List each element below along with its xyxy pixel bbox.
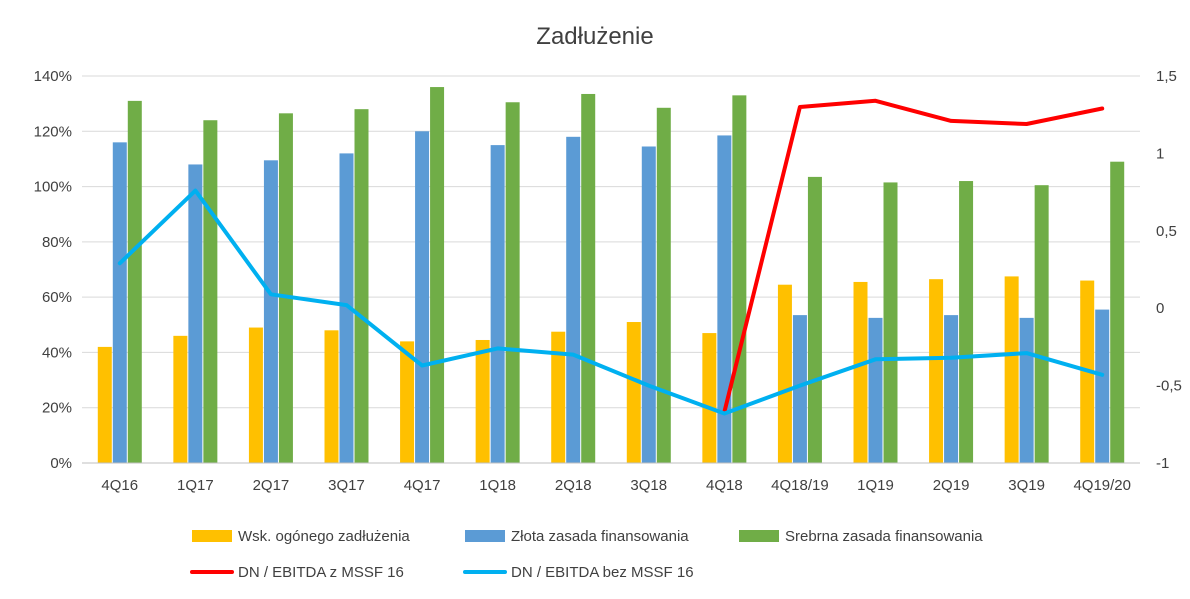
bar <box>1019 317 1034 463</box>
bar <box>853 281 868 463</box>
bar <box>490 145 505 463</box>
bar <box>430 87 445 464</box>
bar <box>97 346 112 463</box>
bar <box>112 142 127 464</box>
bar <box>278 113 293 463</box>
bar <box>263 160 278 463</box>
bar <box>959 181 974 464</box>
bar <box>551 331 566 463</box>
y-right-tick-label: 0 <box>1156 300 1164 317</box>
bar <box>188 164 203 463</box>
bar <box>1110 161 1125 463</box>
legend-label: Złota zasada finansowania <box>511 528 689 545</box>
x-tick-label: 3Q18 <box>630 477 667 494</box>
x-tick-label: 4Q18 <box>706 477 743 494</box>
x-tick-label: 4Q19/20 <box>1073 477 1131 494</box>
series-line <box>117 188 1105 416</box>
bar <box>792 315 807 463</box>
x-tick-label: 2Q18 <box>555 477 592 494</box>
bar <box>656 107 671 464</box>
x-tick-label: 1Q19 <box>857 477 894 494</box>
bar <box>581 93 596 463</box>
legend: Wsk. ogónego zadłużenia Złota zasada fina… <box>190 528 983 581</box>
x-tick-label: 4Q18/19 <box>771 477 829 494</box>
y-right-tick-label: -1 <box>1156 455 1169 472</box>
bar <box>777 284 792 463</box>
y-left-tick-label: 60% <box>42 289 72 306</box>
bar <box>354 109 369 464</box>
bar <box>324 330 339 463</box>
bar <box>807 176 822 463</box>
legend-label: DN / EBITDA z MSSF 16 <box>238 564 404 581</box>
x-tick-label: 2Q19 <box>933 477 970 494</box>
y-left-tick-label: 100% <box>34 179 72 196</box>
bar <box>883 182 898 464</box>
bar <box>1004 276 1019 463</box>
x-tick-label: 3Q17 <box>328 477 365 494</box>
legend-swatch <box>465 530 505 542</box>
bar <box>641 146 656 463</box>
x-tick-label: 3Q19 <box>1008 477 1045 494</box>
bar <box>717 135 732 464</box>
y-axis-left: 0% 20% 40% 60% 80% 100% 120% 140% <box>34 68 72 472</box>
y-right-tick-label: 0,5 <box>1156 223 1177 240</box>
x-tick-label: 4Q16 <box>101 477 138 494</box>
gridlines <box>82 75 1140 464</box>
chart-title: Zadłużenie <box>536 23 653 50</box>
y-right-tick-label: 1,5 <box>1156 68 1177 85</box>
bar <box>702 333 717 463</box>
bar <box>415 131 430 464</box>
y-left-tick-label: 120% <box>34 123 72 140</box>
bar <box>400 341 415 463</box>
y-left-tick-label: 80% <box>42 234 72 251</box>
y-left-tick-label: 0% <box>50 455 72 472</box>
bar <box>566 136 581 464</box>
bar <box>505 102 520 463</box>
x-tick-label: 1Q17 <box>177 477 214 494</box>
y-left-tick-label: 140% <box>34 68 72 85</box>
bar <box>173 335 188 463</box>
bar <box>475 339 490 463</box>
bar <box>339 153 354 463</box>
y-left-tick-label: 40% <box>42 344 72 361</box>
x-tick-label: 4Q17 <box>404 477 441 494</box>
y-axis-right: -1 -0,5 0 0,5 1 1,5 <box>1156 68 1182 472</box>
y-right-tick-label: 1 <box>1156 145 1164 162</box>
bar <box>929 279 944 463</box>
bar <box>203 120 218 463</box>
legend-label: Wsk. ogónego zadłużenia <box>238 528 410 545</box>
y-right-tick-label: -0,5 <box>1156 378 1182 395</box>
bar <box>248 327 263 463</box>
y-left-tick-label: 20% <box>42 400 72 417</box>
line-series <box>117 98 1105 416</box>
series-line <box>722 98 1105 414</box>
bar <box>944 315 959 463</box>
x-tick-label: 2Q17 <box>253 477 290 494</box>
legend-label: Srebrna zasada finansowania <box>785 528 983 545</box>
bar <box>1034 185 1049 464</box>
bar <box>1095 309 1110 463</box>
bar <box>127 100 142 463</box>
bar <box>868 317 883 463</box>
bar <box>626 322 641 463</box>
legend-swatch <box>192 530 232 542</box>
legend-label: DN / EBITDA bez MSSF 16 <box>511 564 694 581</box>
x-tick-label: 1Q18 <box>479 477 516 494</box>
bar-series <box>97 87 1125 464</box>
x-axis: 4Q16 1Q17 2Q17 3Q17 4Q17 1Q18 2Q18 3Q18 4Q18 4Q18… <box>82 462 1140 494</box>
legend-swatch <box>739 530 779 542</box>
